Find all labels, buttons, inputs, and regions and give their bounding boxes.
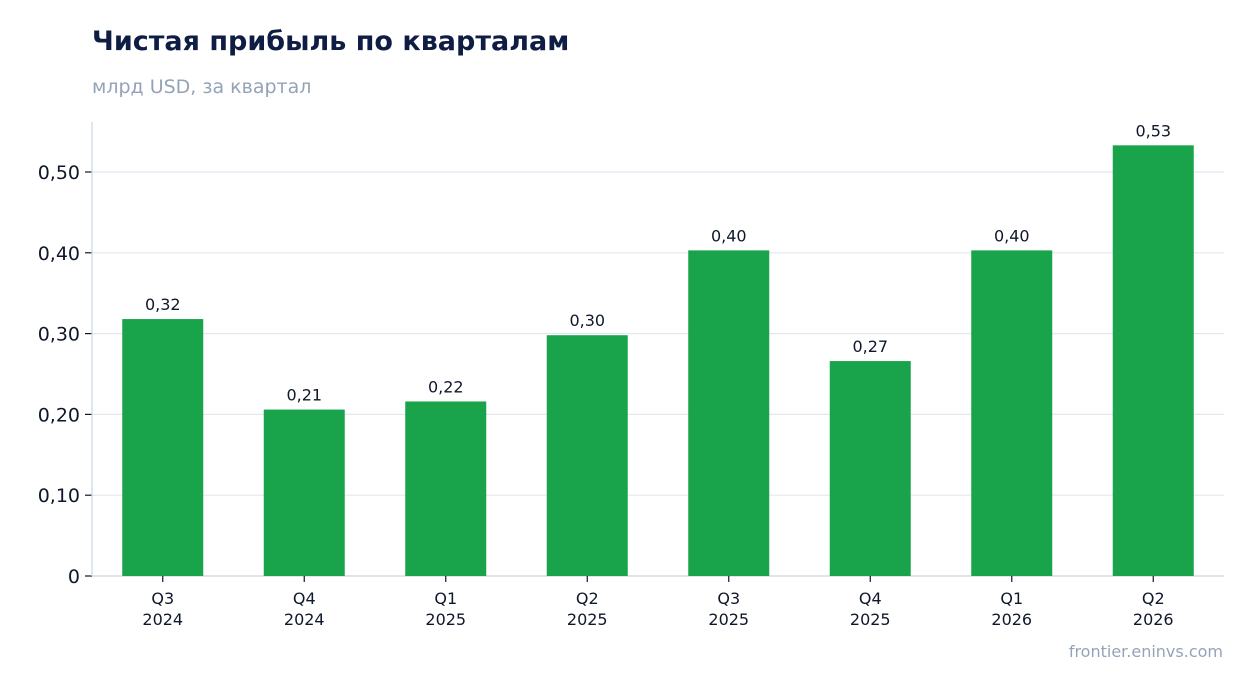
x-tick-label-year: 2025 [425, 610, 466, 629]
x-tick-label-quarter: Q2 [1142, 589, 1165, 608]
x-tick-label-quarter: Q4 [859, 589, 882, 608]
data-label: 0,40 [994, 226, 1030, 245]
x-tick-label-quarter: Q3 [717, 589, 740, 608]
x-tick-label-year: 2025 [850, 610, 891, 629]
y-tick-label: 0 [68, 566, 80, 588]
chart-title: Чистая прибыль по кварталам [92, 26, 570, 57]
bar [122, 319, 204, 576]
bar [263, 409, 345, 576]
y-tick-label: 0,50 [38, 162, 80, 184]
bar [829, 361, 911, 576]
x-tick-label-quarter: Q1 [1000, 589, 1023, 608]
x-tick-label-year: 2025 [567, 610, 608, 629]
y-tick-label: 0,10 [38, 485, 80, 507]
chart-subtitle: млрд USD, за квартал [92, 76, 312, 98]
bar [405, 401, 487, 576]
x-tick-label-year: 2024 [142, 610, 183, 629]
bar [971, 250, 1053, 576]
x-tick-label-quarter: Q3 [151, 589, 174, 608]
bar [1112, 145, 1194, 576]
source-watermark: frontier.eninvs.com [1068, 642, 1223, 661]
x-tick-label-quarter: Q2 [576, 589, 599, 608]
x-tick-label-year: 2026 [1133, 610, 1174, 629]
data-label: 0,30 [569, 311, 605, 330]
data-label: 0,21 [286, 386, 322, 405]
y-tick-label: 0,20 [38, 404, 80, 426]
data-label: 0,53 [1135, 121, 1171, 140]
y-tick-label: 0,40 [38, 243, 80, 265]
x-tick-label-quarter: Q4 [293, 589, 316, 608]
x-tick-label-year: 2025 [708, 610, 749, 629]
bar [546, 335, 628, 576]
data-label: 0,27 [852, 337, 888, 356]
x-tick-label-quarter: Q1 [434, 589, 457, 608]
x-tick-label-year: 2026 [991, 610, 1032, 629]
data-label: 0,40 [711, 226, 747, 245]
y-tick-label: 0,30 [38, 324, 80, 346]
data-label: 0,32 [145, 295, 181, 314]
data-label: 0,22 [428, 377, 464, 396]
bar [688, 250, 770, 576]
x-tick-label-year: 2024 [284, 610, 325, 629]
